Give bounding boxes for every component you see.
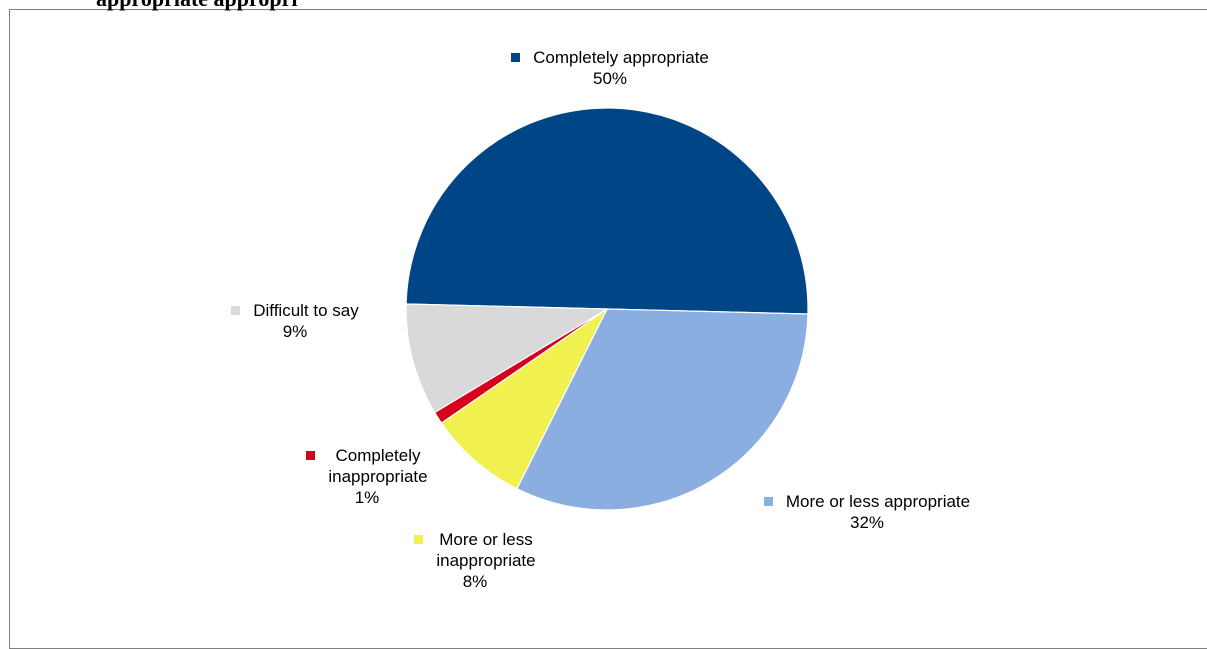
percent-label: 9% — [282, 322, 308, 341]
label-difficult-to-say: Difficult to say 9% — [185, 300, 405, 342]
category-label: Difficult to say — [253, 301, 359, 320]
pie-slice-more-or-less-inappropriate — [440, 308, 608, 490]
legend-swatch-completely-inappropriate — [306, 451, 316, 460]
pie-chart — [405, 107, 809, 511]
percent-label: 50% — [592, 69, 628, 88]
category-label: Completely inappropriate — [328, 446, 428, 486]
percent-label: 8% — [462, 572, 488, 591]
pie-slice-more-or-less-appropriate — [516, 308, 809, 511]
pie-slice-difficult-to-say — [405, 303, 610, 414]
label-more-or-less-appropriate: More or less appropriate 32% — [727, 491, 1007, 533]
label-more-or-less-inappropriate: More or less inappropriate 8% — [380, 529, 570, 592]
chart-title-fragment: appropriate appropri — [96, 0, 298, 12]
category-label: More or less inappropriate — [436, 530, 536, 570]
label-completely-inappropriate: Completely inappropriate 1% — [272, 445, 462, 508]
category-label: More or less appropriate — [785, 492, 971, 511]
category-label: Completely appropriate — [533, 48, 709, 67]
percent-label: 1% — [354, 488, 380, 507]
label-completely-appropriate: Completely appropriate 50% — [470, 47, 750, 89]
legend-swatch-more-or-less-appropriate — [763, 497, 773, 506]
legend-swatch-completely-appropriate — [511, 53, 521, 62]
percent-label: 32% — [849, 513, 885, 532]
legend-swatch-difficult-to-say — [231, 306, 241, 315]
legend-swatch-more-or-less-inappropriate — [414, 535, 424, 544]
pie-slice-completely-appropriate — [405, 107, 809, 315]
